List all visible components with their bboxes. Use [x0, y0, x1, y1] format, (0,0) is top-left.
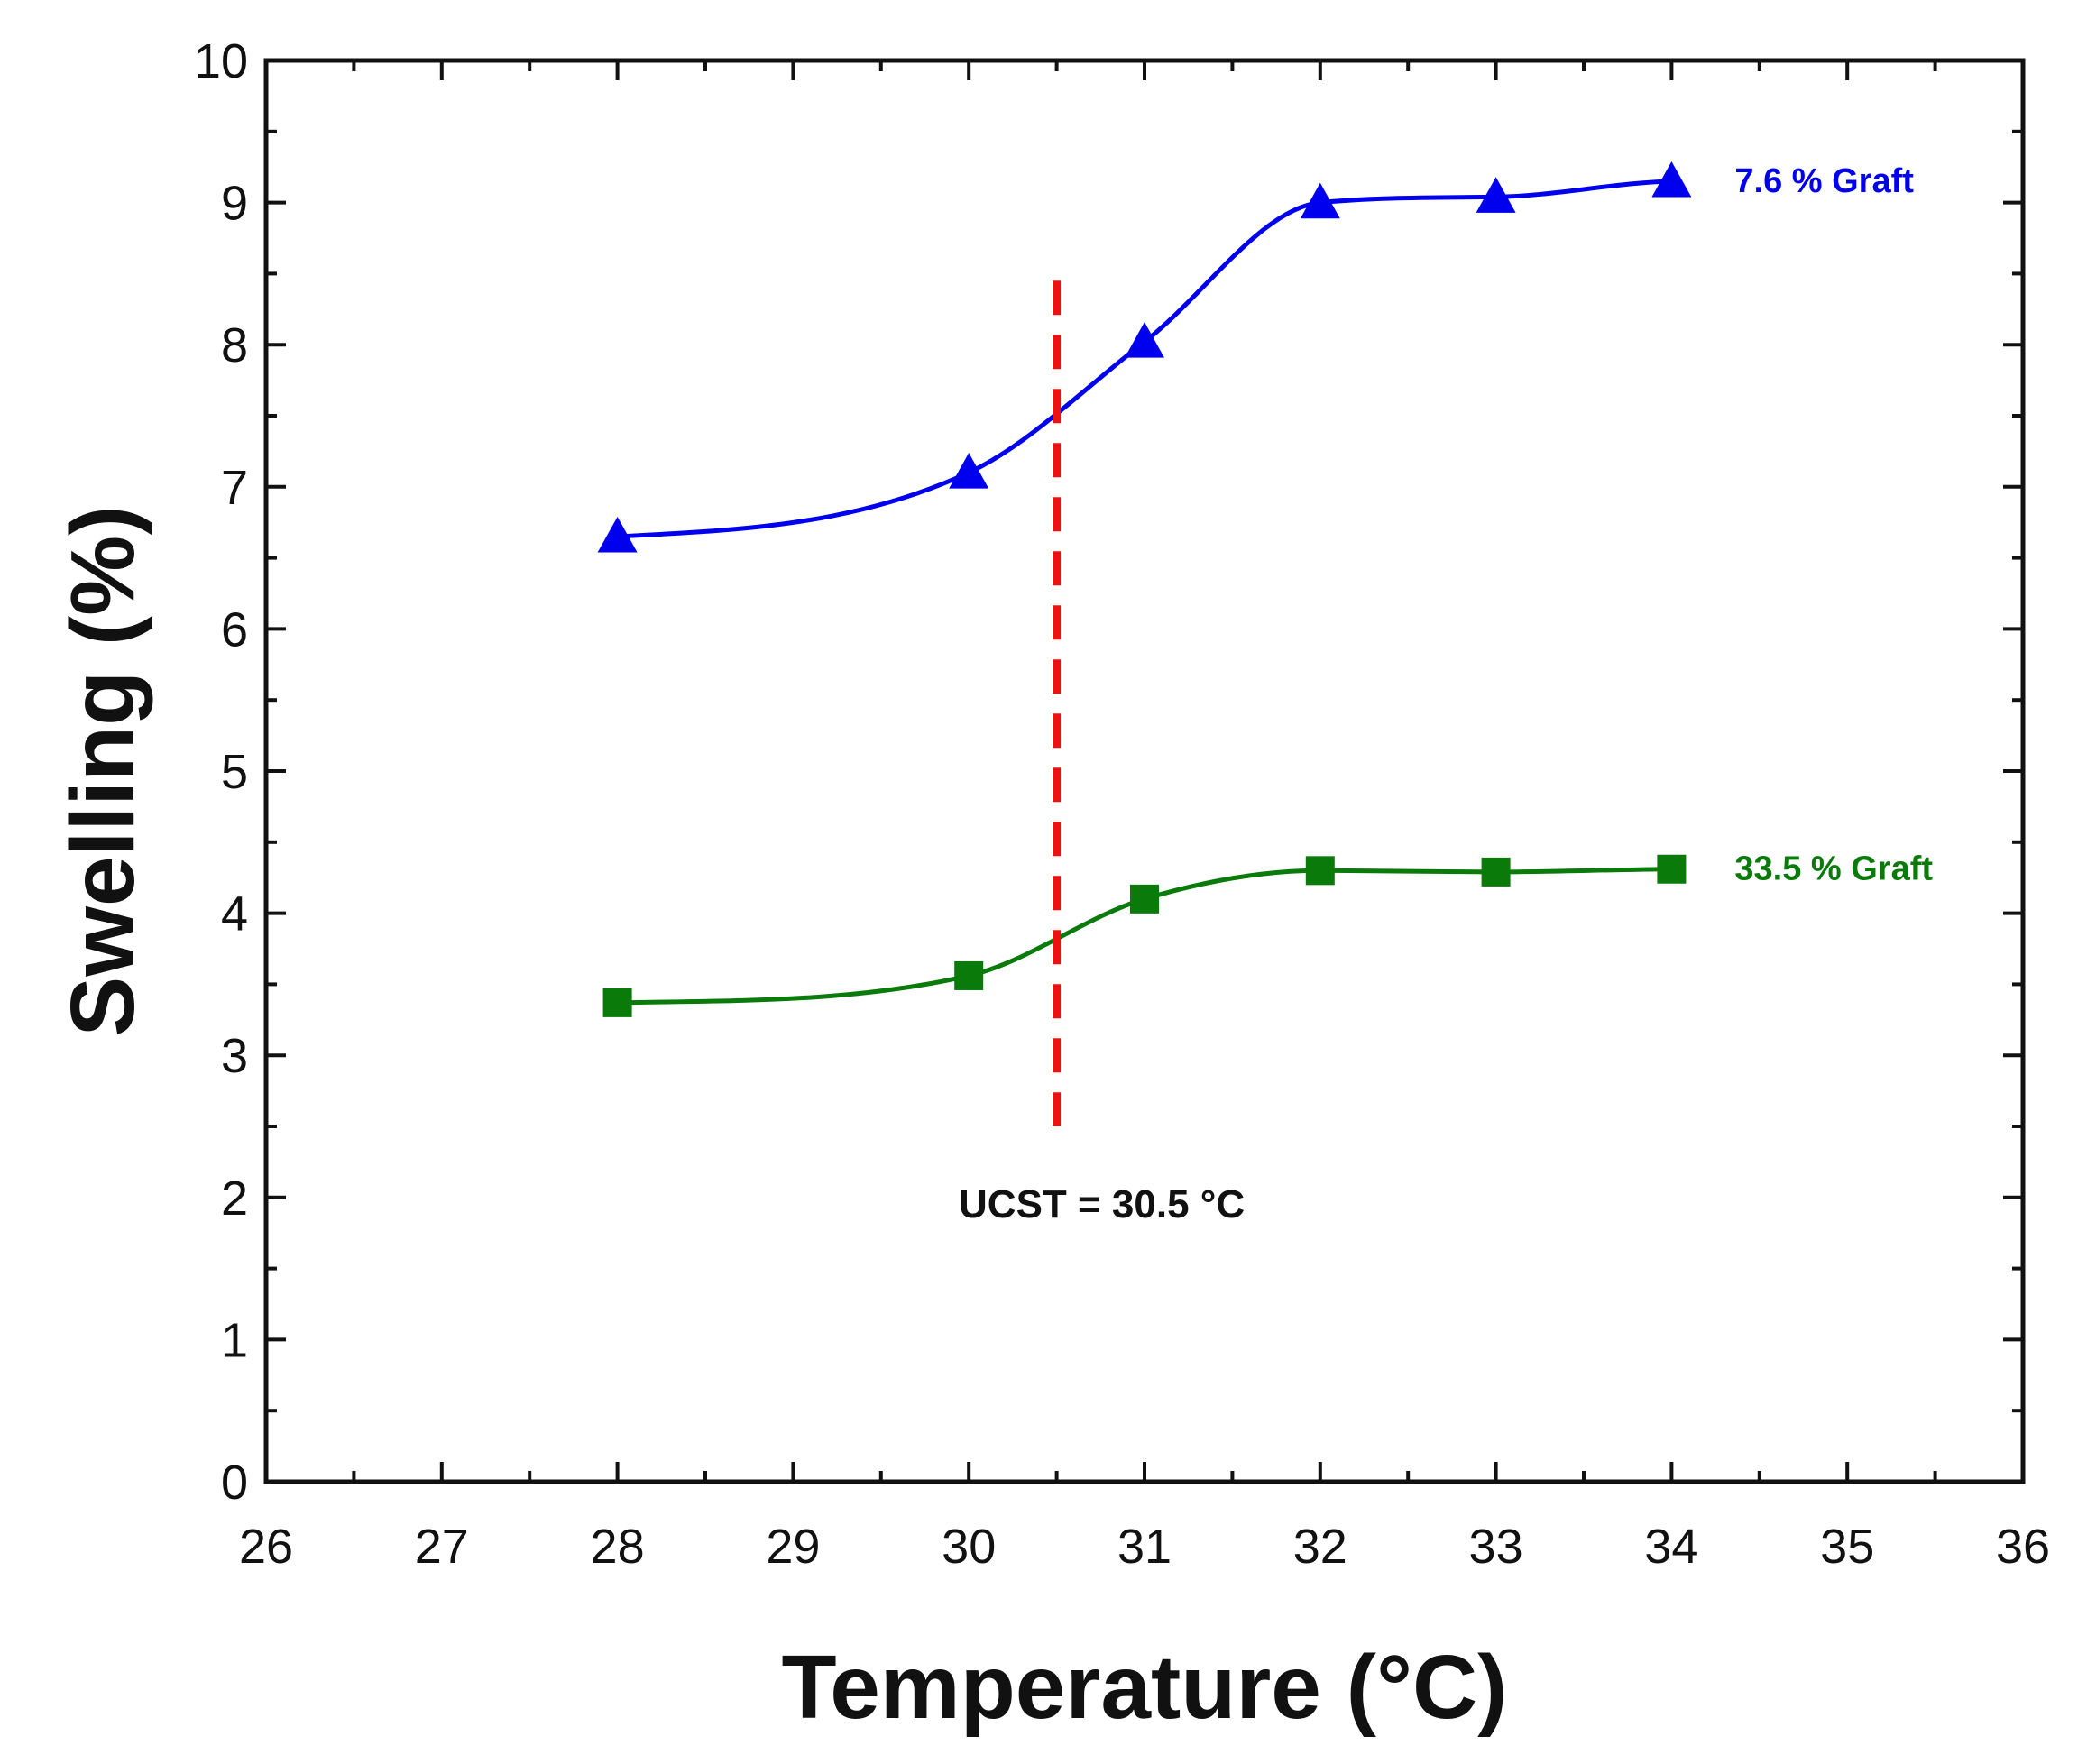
x-tick-label: 31 [1117, 1520, 1172, 1574]
y-axis-title: Swelling (%) [52, 506, 153, 1037]
x-tick-label: 30 [942, 1520, 996, 1574]
y-tick-label: 5 [221, 745, 248, 799]
x-tick-label: 35 [1820, 1520, 1874, 1574]
y-tick-label: 1 [221, 1313, 248, 1367]
x-tick-label: 27 [415, 1520, 469, 1574]
x-axis-title: Temperature (°C) [782, 1637, 1508, 1738]
x-tick-label: 33 [1469, 1520, 1523, 1574]
series-7-6-graft-point [597, 516, 638, 553]
x-tick-label: 36 [1996, 1520, 2050, 1574]
series-7-6-graft-label: 7.6 % Graft [1734, 162, 1914, 200]
ucst-annotation: UCST = 30.5 °C [959, 1182, 1245, 1227]
series-7-6-graft-point [1476, 177, 1516, 213]
series-33-5-graft-point [1305, 856, 1335, 886]
x-tick-label: 29 [766, 1520, 820, 1574]
y-tick-label: 0 [221, 1456, 248, 1510]
x-tick-label: 26 [239, 1520, 293, 1574]
series-33-5-graft-point [1481, 857, 1511, 887]
y-tick-label: 3 [221, 1029, 248, 1083]
axis-ticks [264, 59, 2025, 1484]
series-33-5-graft-label: 33.5 % Graft [1734, 850, 1933, 888]
data-markers [597, 161, 1692, 1017]
y-tick-label: 10 [194, 34, 248, 88]
y-tick-label: 4 [221, 887, 248, 942]
series-33-5-graft-point [1657, 854, 1687, 884]
series-7-6-graft-point [949, 453, 989, 489]
y-tick-label: 7 [221, 461, 248, 515]
y-tick-label: 2 [221, 1171, 248, 1226]
x-tick-label: 28 [591, 1520, 645, 1574]
series-33-5-graft-point [602, 988, 632, 1017]
chart-labels: 26 27 28 29 30 31 32 33 34 35 36012345678910Temper… [52, 34, 2050, 1738]
y-tick-label: 6 [221, 602, 248, 657]
y-tick-label: 8 [221, 318, 248, 372]
series-33-5-graft-point [1130, 884, 1159, 914]
series-33-5-graft-point [954, 960, 984, 990]
series-7-6-graft-point [1651, 161, 1692, 198]
series-7-6-graft-point [1125, 322, 1164, 358]
y-tick-label: 9 [221, 177, 248, 231]
x-tick-label: 32 [1293, 1520, 1347, 1574]
x-tick-label: 34 [1644, 1520, 1698, 1574]
series-7-6-graft-point [1300, 182, 1340, 219]
